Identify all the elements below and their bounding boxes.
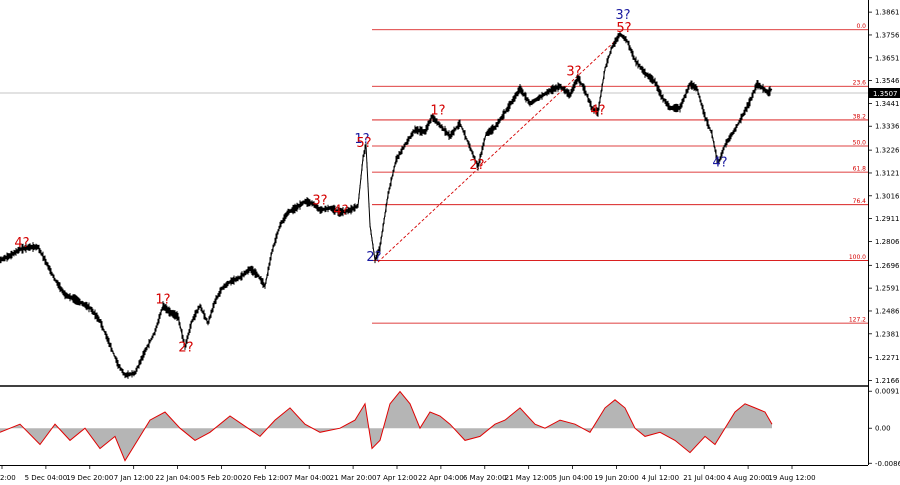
price-tick-label: 1.2696 — [875, 262, 900, 270]
oscillator-series — [0, 390, 773, 462]
price-tick-label: 1.2486 — [875, 307, 900, 315]
time-tick-label: 19 Jun 20:00 — [594, 474, 638, 482]
wave-label: 3? — [615, 8, 630, 23]
wave-labels: 4?1?2?3?4?1?5?2?1?2?3?4?3?5?4? — [14, 8, 727, 356]
wave-label: 2? — [178, 340, 193, 355]
time-tick-label: 6 May 20:00 — [463, 474, 507, 482]
time-axis: 2:00 5 Dec 04:00 19 Dec 20:00 7 Jan 12:00 22… — [0, 465, 816, 482]
time-tick-label: 21 May 12:00 — [505, 474, 553, 482]
price-tick-label: 1.3441 — [875, 100, 900, 108]
wave-label: 4? — [14, 236, 29, 251]
price-tick-label: 1.3336 — [875, 123, 900, 131]
time-tick-label: 22 Apr 04:00 — [418, 474, 464, 482]
fibonacci-levels: 0.0 23.6 38.2 50.0 61.8 76.4 100.0 127.2 — [372, 23, 868, 324]
fib-level-label: 23.6 — [853, 80, 867, 87]
price-tick-label: 1.2271 — [875, 354, 900, 362]
time-tick-label: 4 Aug 20:00 — [727, 474, 770, 482]
fib-level-label: 61.8 — [853, 166, 867, 173]
price-tick-label: 1.2911 — [875, 215, 900, 223]
price-tick-label: 1.3651 — [875, 54, 900, 62]
wave-label: 1? — [155, 293, 170, 308]
time-tick-label: 5 Feb 20:00 — [201, 474, 242, 482]
time-tick-label: 7 Apr 12:00 — [376, 474, 417, 482]
oscillator-signal-line — [0, 390, 773, 462]
time-tick-label: 7 Mar 04:00 — [288, 474, 330, 482]
wave-label: 1? — [430, 103, 445, 118]
price-series — [0, 31, 773, 379]
price-line — [0, 33, 773, 376]
fib-level-label: 100.0 — [849, 254, 866, 261]
time-tick-label: 5 Jun 04:00 — [553, 474, 593, 482]
oscillator-tick-label: 0.00 — [875, 425, 891, 433]
oscillator-tick-label: 0.0091 — [875, 388, 900, 396]
wave-label: 5? — [616, 21, 631, 36]
fib-level-label: 127.2 — [849, 317, 866, 324]
price-tick-label: 1.3756 — [875, 31, 900, 39]
time-tick-label: 21 Mar 20:00 — [330, 474, 377, 482]
wave-label: 3? — [566, 64, 581, 79]
wave-label: 4? — [712, 156, 727, 171]
current-price-label: 1.3507 — [873, 90, 898, 98]
price-tick-label: 1.2806 — [875, 238, 900, 246]
time-tick-label: 2:00 — [0, 474, 16, 482]
wave-label: 5? — [356, 136, 371, 151]
oscillator-histogram — [0, 391, 772, 461]
wave-label: 2? — [366, 250, 381, 265]
time-tick-label: 7 Jan 12:00 — [114, 474, 154, 482]
time-tick-label: 5 Dec 04:00 — [25, 474, 68, 482]
time-tick-label: 21 Jul 04:00 — [683, 474, 725, 482]
time-tick-label: 19 Aug 12:00 — [768, 474, 815, 482]
price-axis: 1.3861 1.3756 1.3651 1.3546 1.3441 1.3336 1.32… — [868, 9, 900, 385]
wave-label: 1? — [354, 132, 369, 147]
wave-label: 4? — [333, 203, 348, 218]
price-tick-label: 1.3546 — [875, 77, 900, 85]
price-tick-label: 1.2591 — [875, 285, 900, 293]
wave-label: 4? — [590, 103, 605, 118]
time-tick-label: 19 Dec 20:00 — [66, 474, 113, 482]
wave-label: 2? — [469, 158, 484, 173]
price-tick-label: 1.3121 — [875, 169, 900, 177]
fib-level-label: 38.2 — [853, 113, 867, 120]
trend-line — [377, 41, 615, 263]
price-tick-label: 1.3861 — [875, 9, 900, 17]
current-price-badge: 1.3507 — [869, 88, 900, 98]
time-tick-label: 20 Feb 12:00 — [242, 474, 288, 482]
wave-label: 3? — [312, 194, 327, 209]
fib-level-label: 76.4 — [853, 198, 867, 205]
time-tick-label: 4 Jul 12:00 — [642, 474, 680, 482]
time-tick-label: 22 Jan 04:00 — [155, 474, 199, 482]
price-tick-label: 1.3016 — [875, 192, 900, 200]
fib-level-label: 50.0 — [853, 140, 867, 147]
price-tick-label: 1.2381 — [875, 330, 900, 338]
fib-level-label: 0.0 — [856, 23, 866, 30]
price-tick-label: 1.2166 — [875, 377, 900, 385]
price-tick-label: 1.3226 — [875, 147, 900, 155]
